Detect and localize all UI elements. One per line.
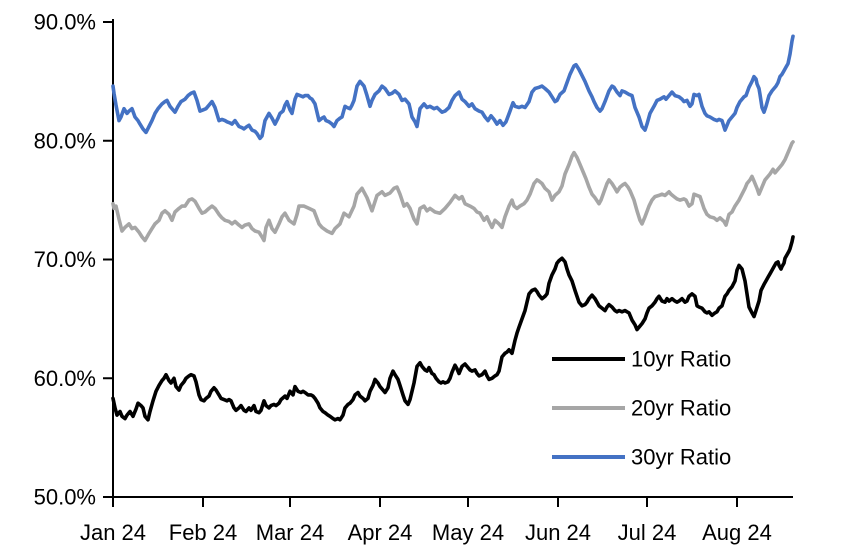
x-axis-tick-label: Jan 24 <box>80 520 146 545</box>
legend-label-20yr-ratio: 20yr Ratio <box>631 396 731 421</box>
legend-label-30yr-ratio: 30yr Ratio <box>631 445 731 470</box>
series-line-10yr-ratio <box>111 235 795 422</box>
x-axis-tick-label: Aug 24 <box>702 520 772 545</box>
x-axis-tick-label: Feb 24 <box>169 520 238 545</box>
x-axis-tick-label: May 24 <box>432 520 504 545</box>
y-axis-tick-label: 80.0% <box>34 128 96 153</box>
y-axis-tick-label: 50.0% <box>34 485 96 510</box>
legend-label-10yr-ratio: 10yr Ratio <box>631 347 731 372</box>
series-line-30yr-ratio <box>111 34 795 141</box>
series-line-20yr-ratio <box>111 140 795 243</box>
y-axis-tick-label: 60.0% <box>34 366 96 391</box>
y-axis-tick-label: 90.0% <box>34 10 96 35</box>
x-axis-tick-label: Apr 24 <box>348 520 413 545</box>
x-axis-tick-label: Jul 24 <box>618 520 677 545</box>
y-axis-tick-label: 70.0% <box>34 247 96 272</box>
x-axis-tick-label: Mar 24 <box>256 520 324 545</box>
x-axis-tick-label: Jun 24 <box>525 520 591 545</box>
